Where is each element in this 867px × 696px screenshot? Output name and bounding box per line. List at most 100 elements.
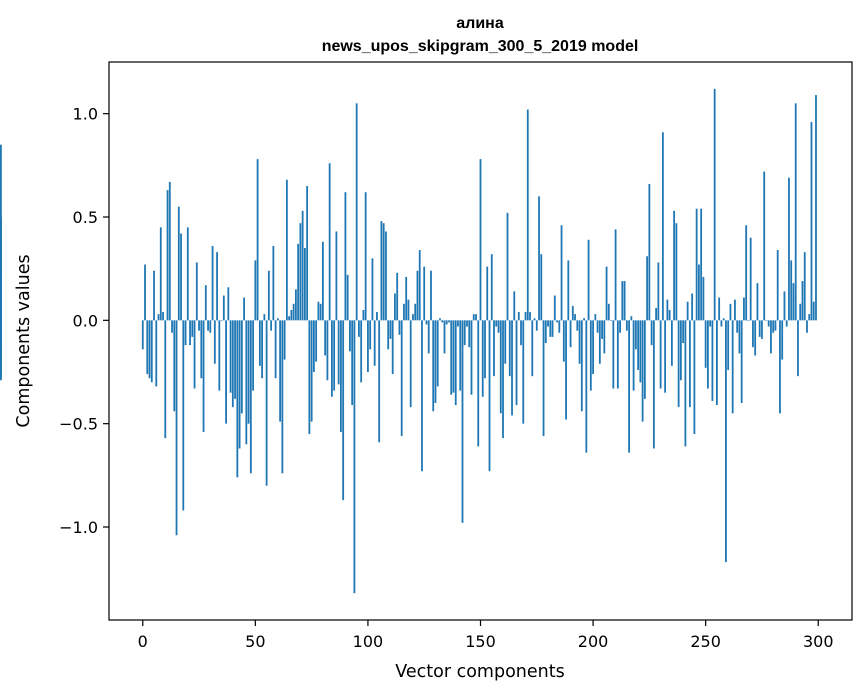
bar	[614, 229, 617, 321]
bar	[270, 320, 273, 331]
bar	[691, 293, 694, 321]
bar	[788, 177, 790, 321]
x-tick-label: 250	[690, 632, 721, 651]
bar	[265, 320, 268, 486]
bar	[281, 320, 284, 474]
bar	[376, 312, 378, 321]
bar	[632, 320, 635, 391]
bar	[688, 320, 691, 408]
bar	[661, 132, 664, 321]
bar	[695, 208, 698, 321]
bar	[666, 299, 669, 321]
bar	[524, 312, 527, 321]
bar	[245, 320, 248, 445]
bar	[668, 310, 671, 321]
bar	[371, 258, 374, 321]
bar	[231, 320, 234, 408]
bar	[682, 320, 685, 344]
bar	[454, 320, 457, 406]
bar	[533, 318, 536, 321]
bar	[141, 320, 144, 350]
bar	[459, 320, 462, 391]
bar	[0, 312, 2, 321]
bar	[157, 314, 160, 321]
bar	[204, 285, 207, 321]
bar	[637, 320, 640, 370]
x-axis: 0 50 100 150 200 250 300	[138, 620, 834, 651]
bar	[195, 262, 198, 321]
bar	[562, 320, 565, 362]
bar	[155, 320, 158, 387]
bar	[276, 318, 279, 321]
bar	[288, 316, 291, 321]
bar	[806, 320, 808, 333]
bar	[718, 297, 721, 321]
bar	[164, 320, 167, 439]
bar	[756, 283, 759, 321]
bar	[596, 320, 599, 333]
bar	[603, 320, 606, 354]
bar	[716, 320, 718, 406]
bar	[540, 254, 543, 321]
bar	[670, 320, 673, 366]
bar	[261, 320, 263, 379]
bar	[758, 320, 761, 337]
bar	[421, 320, 423, 472]
bar	[619, 320, 621, 333]
bar	[538, 196, 540, 321]
bar	[441, 320, 444, 323]
bar	[511, 320, 513, 416]
bar	[783, 291, 786, 321]
bar	[177, 206, 180, 321]
bar	[227, 287, 230, 321]
bar	[380, 221, 383, 321]
bar	[580, 320, 583, 412]
bar	[734, 299, 736, 321]
bar	[484, 320, 486, 379]
bar	[544, 320, 547, 344]
bar	[776, 250, 779, 321]
bar	[713, 88, 716, 321]
bar	[405, 276, 408, 321]
bar	[576, 320, 579, 331]
bar	[364, 192, 367, 321]
bar	[315, 320, 318, 362]
bar	[308, 320, 311, 434]
bar	[331, 320, 333, 397]
bar	[812, 301, 815, 321]
x-tick-label: 0	[138, 632, 148, 651]
bar	[412, 314, 414, 321]
bar	[594, 314, 597, 321]
bar	[180, 233, 182, 321]
bar	[443, 320, 446, 354]
bar	[655, 307, 658, 321]
x-tick-label: 50	[245, 632, 265, 651]
bar	[285, 179, 288, 321]
bar	[216, 252, 218, 321]
bar	[763, 171, 766, 321]
bar	[159, 227, 162, 321]
bar	[650, 320, 653, 346]
bar	[605, 266, 608, 321]
bar	[335, 231, 338, 321]
bar	[585, 320, 588, 453]
bar	[664, 320, 667, 393]
bar	[684, 320, 687, 447]
bar	[571, 305, 574, 321]
bar	[171, 320, 173, 333]
bar	[213, 320, 216, 364]
bar	[560, 225, 563, 321]
bar	[461, 320, 464, 523]
bar	[772, 320, 775, 333]
bar	[355, 103, 358, 321]
x-tick-label: 200	[578, 632, 609, 651]
bar	[569, 320, 572, 348]
bar	[693, 320, 696, 434]
bar	[385, 231, 387, 321]
bar	[497, 320, 500, 333]
bar	[675, 223, 678, 321]
bar	[578, 320, 581, 364]
bar	[272, 245, 275, 321]
bar	[515, 320, 518, 406]
bar	[344, 192, 347, 321]
